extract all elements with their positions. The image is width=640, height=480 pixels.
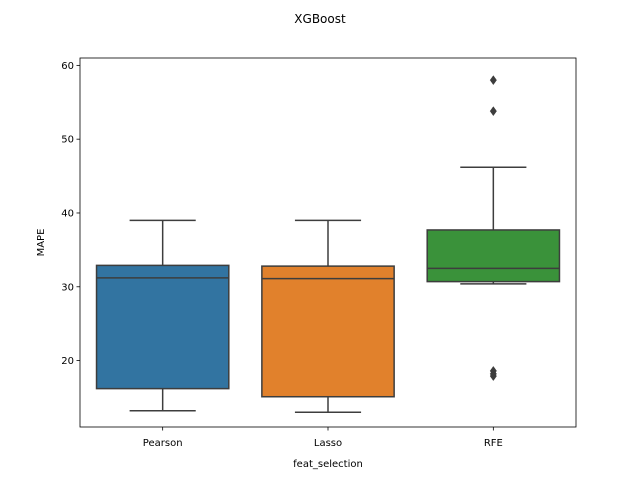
chart-title: XGBoost <box>294 12 346 26</box>
y-tick-label: 50 <box>61 135 74 146</box>
box-iqr <box>261 265 395 398</box>
x-tick-label: Pearson <box>143 438 183 449</box>
y-tick-label: 20 <box>61 356 74 367</box>
outlier-marker <box>489 106 497 117</box>
x-axis-label: feat_selection <box>293 459 363 470</box>
y-tick-label: 60 <box>61 61 74 72</box>
y-tick-label: 40 <box>61 208 74 219</box>
x-axis: Pearson Lasso RFE <box>143 427 503 449</box>
plot-area <box>95 75 561 413</box>
y-axis-label: MAPE <box>36 229 47 257</box>
x-tick-label: RFE <box>484 438 503 449</box>
box-group-rfe <box>426 75 561 382</box>
x-tick-label: Lasso <box>314 438 342 449</box>
box-iqr <box>426 229 561 283</box>
box-group-lasso <box>261 219 395 413</box>
y-tick-label: 30 <box>61 282 74 293</box>
outlier-marker <box>489 75 497 86</box>
box-iqr <box>95 264 230 390</box>
outlier-marker <box>489 371 497 382</box>
y-axis: 20 30 40 50 60 <box>61 61 80 367</box>
box-group-pearson <box>95 219 230 412</box>
